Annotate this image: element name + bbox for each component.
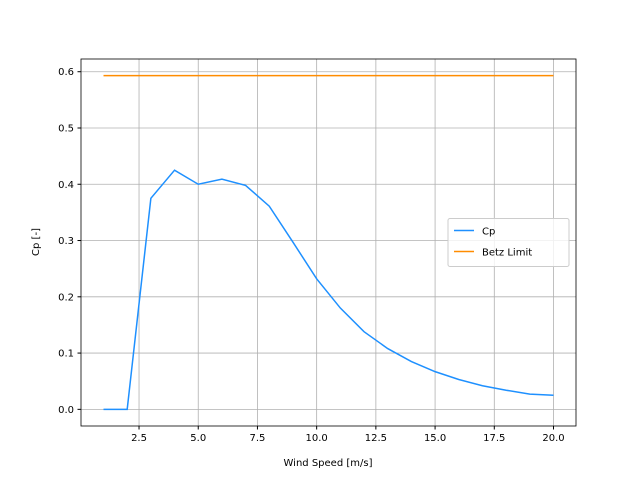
legend-label: Betz Limit: [482, 248, 532, 259]
y-tick-label: 0.2: [58, 292, 74, 303]
x-tick-label: 20.0: [542, 433, 564, 444]
x-tick-label: 2.5: [131, 433, 147, 444]
x-tick-label: 5.0: [190, 433, 206, 444]
y-tick-label: 0.3: [58, 236, 74, 247]
x-tick-label: 17.5: [483, 433, 505, 444]
y-tick-label: 0.5: [58, 123, 74, 134]
x-tick-label: 7.5: [249, 433, 265, 444]
y-tick-label: 0.4: [58, 180, 74, 191]
y-tick-label: 0.0: [58, 405, 74, 416]
x-axis-label: Wind Speed [m/s]: [284, 458, 373, 469]
legend-box: [447, 218, 570, 267]
x-tick-label: 15.0: [424, 433, 446, 444]
x-tick-label: 10.0: [306, 433, 328, 444]
legend-label: Cp: [482, 227, 495, 238]
y-tick-label: 0.1: [58, 349, 74, 360]
x-tick-label: 12.5: [365, 433, 387, 444]
y-tick-label: 0.6: [58, 67, 74, 78]
y-axis-label: Cp [-]: [31, 228, 42, 256]
axes-frame: [80, 58, 577, 427]
line: [103, 169, 554, 411]
